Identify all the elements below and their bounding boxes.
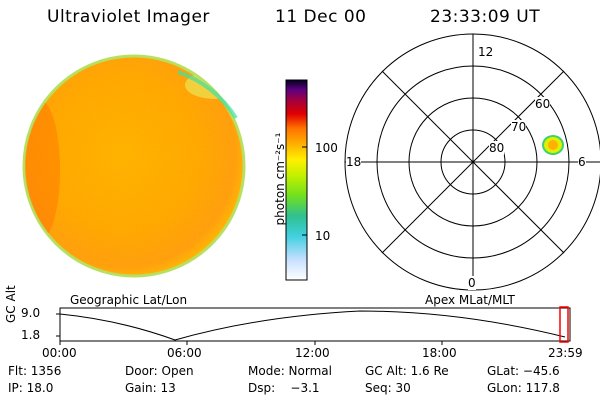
date-label: 11 Dec 00 — [275, 7, 367, 27]
status-door: Door: Open — [125, 364, 194, 378]
altitude-xtick-2: 12:00 — [295, 346, 330, 360]
left-panel-label: Geographic Lat/Lon — [70, 293, 188, 307]
status-dsp: Dsp: −3.1 — [248, 381, 320, 395]
uv-earth-disc — [22, 54, 246, 278]
colorbar-tick-100: 100 — [315, 141, 338, 155]
status-gain: Gain: 13 — [125, 381, 176, 395]
status-glat: GLat: −45.6 — [487, 364, 560, 378]
altitude-xtick-1: 06:00 — [167, 346, 202, 360]
time-label: 23:33:09 UT — [430, 7, 541, 27]
altitude-xtick-0: 00:00 — [42, 346, 77, 360]
altitude-ylabel: GC Alt — [4, 285, 18, 323]
right-panel-label: Apex MLat/MLT — [425, 293, 515, 307]
mlt-label-0: 0 — [468, 276, 476, 290]
altitude-xtick-3: 18:00 — [422, 346, 457, 360]
lat-label-70: 70 — [511, 120, 527, 134]
status-gc-alt: GC Alt: 1.6 Re — [365, 364, 449, 378]
mlt-label-18: 18 — [346, 155, 362, 169]
auroral-spot — [542, 135, 564, 155]
altitude-ytick-high: 9.0 — [21, 306, 41, 320]
colorbar-tick-10: 10 — [315, 229, 331, 243]
instrument-title: Ultraviolet Imager — [47, 7, 210, 27]
lat-label-80: 80 — [489, 141, 505, 155]
lat-label-60: 60 — [535, 97, 551, 111]
mlt-label-12: 12 — [478, 45, 494, 59]
colorbar — [285, 79, 308, 281]
altitude-xtick-4: 23:59 — [548, 346, 583, 360]
status-ip: IP: 18.0 — [8, 381, 54, 395]
status-flight: Flt: 1356 — [8, 364, 62, 378]
altitude-ytick-low: 1.8 — [21, 328, 41, 342]
colorbar-unit-label: photon cm⁻²s⁻¹ — [273, 132, 287, 226]
status-mode: Mode: Normal — [248, 364, 332, 378]
mlt-label-6: 6 — [578, 155, 586, 169]
altitude-curve — [59, 310, 566, 341]
current-time-marker — [559, 306, 569, 343]
status-seq: Seq: 30 — [365, 381, 411, 395]
dayglow-edge — [177, 70, 238, 120]
status-glon: GLon: 117.8 — [487, 381, 560, 395]
